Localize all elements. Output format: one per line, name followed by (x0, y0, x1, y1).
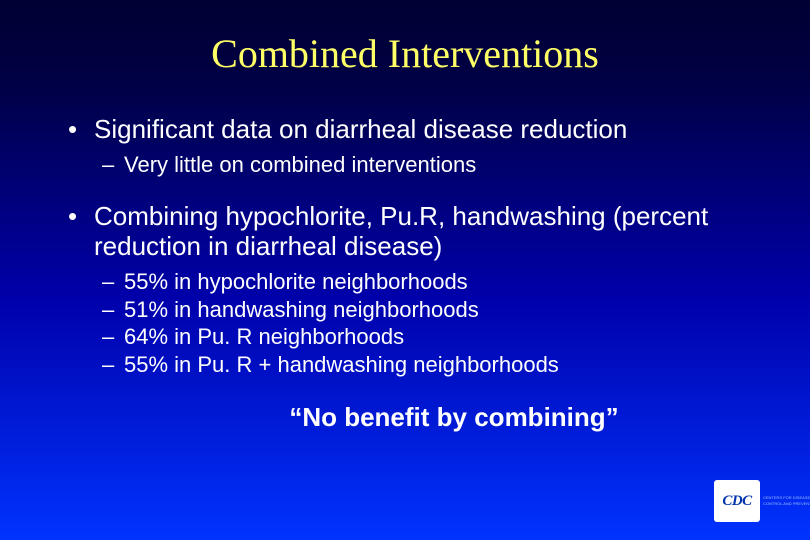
cdc-logo-badge: CDC (714, 480, 760, 522)
slide-container: Combined Interventions • Significant dat… (0, 0, 810, 540)
bullet-marker: • (68, 202, 94, 232)
sub-text: 55% in hypochlorite neighborhoods (124, 268, 468, 296)
dash-marker: – (102, 351, 124, 379)
sub-text: Very little on combined interventions (124, 151, 476, 179)
cdc-logo-text: CENTERS FOR DISEASE CONTROL AND PREVENTI… (760, 480, 788, 522)
sub-item: – 55% in Pu. R + handwashing neighborhoo… (102, 351, 760, 379)
conclusion-text: “No benefit by combining” (68, 402, 760, 433)
bullet-marker: • (68, 115, 94, 145)
sub-item: – Very little on combined interventions (102, 151, 760, 179)
cdc-logo: CDC CENTERS FOR DISEASE CONTROL AND PREV… (714, 476, 792, 526)
sub-item: – 55% in hypochlorite neighborhoods (102, 268, 760, 296)
sub-text: 51% in handwashing neighborhoods (124, 296, 479, 324)
dash-marker: – (102, 151, 124, 179)
bullet-text: Combining hypochlorite, Pu.R, handwashin… (94, 202, 760, 262)
dash-marker: – (102, 296, 124, 324)
bullet-text: Significant data on diarrheal disease re… (94, 115, 627, 145)
sub-item: – 51% in handwashing neighborhoods (102, 296, 760, 324)
slide-title: Combined Interventions (50, 30, 760, 77)
bullet-item: • Significant data on diarrheal disease … (68, 115, 760, 178)
sub-list: – 55% in hypochlorite neighborhoods – 51… (102, 268, 760, 378)
sub-item: – 64% in Pu. R neighborhoods (102, 323, 760, 351)
dash-marker: – (102, 323, 124, 351)
bullet-row: • Significant data on diarrheal disease … (68, 115, 760, 145)
cdc-logo-line: CONTROL AND PREVENTION (763, 501, 788, 507)
bullet-item: • Combining hypochlorite, Pu.R, handwash… (68, 202, 760, 378)
bullet-list: • Significant data on diarrheal disease … (68, 115, 760, 378)
bullet-row: • Combining hypochlorite, Pu.R, handwash… (68, 202, 760, 262)
sub-list: – Very little on combined interventions (102, 151, 760, 179)
slide-content: • Significant data on diarrheal disease … (50, 115, 760, 433)
sub-text: 64% in Pu. R neighborhoods (124, 323, 404, 351)
sub-text: 55% in Pu. R + handwashing neighborhoods (124, 351, 559, 379)
dash-marker: – (102, 268, 124, 296)
